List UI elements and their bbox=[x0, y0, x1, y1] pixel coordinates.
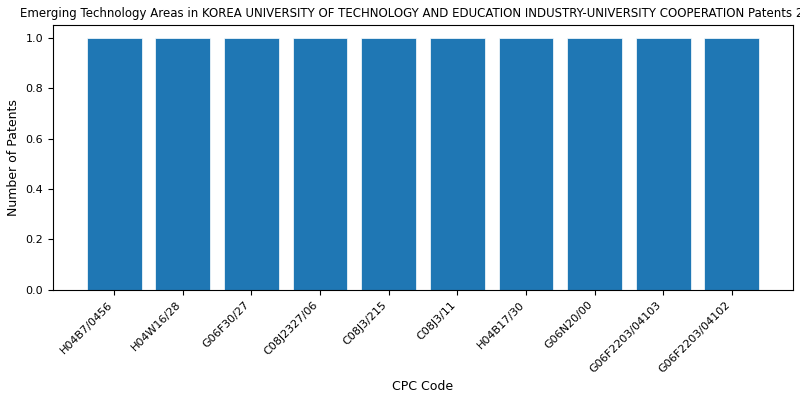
Title: Emerging Technology Areas in KOREA UNIVERSITY OF TECHNOLOGY AND EDUCATION INDUST: Emerging Technology Areas in KOREA UNIVE… bbox=[20, 7, 800, 20]
Y-axis label: Number of Patents: Number of Patents bbox=[7, 99, 20, 216]
Bar bbox=[430, 38, 485, 290]
Bar bbox=[362, 38, 416, 290]
Bar bbox=[86, 38, 142, 290]
Bar bbox=[567, 38, 622, 290]
Bar bbox=[636, 38, 690, 290]
Bar bbox=[498, 38, 554, 290]
Bar bbox=[705, 38, 759, 290]
Bar bbox=[293, 38, 347, 290]
Bar bbox=[155, 38, 210, 290]
X-axis label: CPC Code: CPC Code bbox=[393, 380, 454, 393]
Bar bbox=[224, 38, 279, 290]
